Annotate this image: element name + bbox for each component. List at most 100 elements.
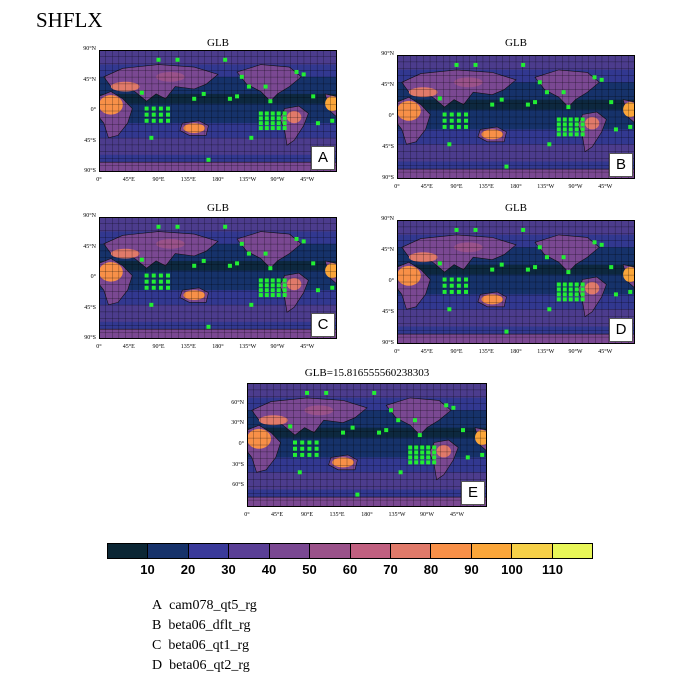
station-marker (580, 287, 585, 292)
station-marker (258, 283, 263, 288)
station-marker (330, 118, 335, 123)
station-marker (264, 116, 269, 121)
station-marker (175, 57, 180, 62)
station-marker (144, 106, 149, 111)
station-marker (408, 450, 413, 455)
station-marker (341, 430, 345, 435)
lon-tick-label: 90°W (568, 349, 583, 355)
station-marker (408, 455, 413, 460)
lon-tick-label: 135°W (239, 177, 257, 183)
legend-item-b: B beta06_dflt_rg (152, 618, 251, 633)
map-frame (397, 220, 635, 344)
warm-region (585, 282, 600, 295)
station-marker (276, 126, 281, 131)
warm-region (99, 95, 123, 115)
panel-letter: A (311, 146, 335, 170)
colorbar-segment (431, 544, 472, 558)
map-frame (397, 55, 635, 179)
station-marker (268, 99, 273, 104)
warm-region (183, 123, 205, 133)
warm-region (408, 87, 438, 98)
legend-item-a: A cam078_qt5_rg (152, 598, 257, 613)
lat-tick-label: 60°N (231, 399, 244, 406)
lat-tick-label: 30°N (231, 420, 244, 427)
station-marker (258, 126, 263, 131)
land-mass (429, 439, 459, 481)
station-marker (574, 122, 579, 127)
warm-region (110, 81, 140, 92)
lon-tick-label: 135°W (239, 344, 257, 350)
station-marker (562, 292, 567, 297)
station-marker (464, 277, 469, 282)
lat-tick-label: 45°N (83, 243, 96, 250)
station-marker (151, 273, 156, 278)
panel-letter: D (609, 318, 633, 342)
warm-region (325, 263, 337, 278)
station-marker (206, 324, 211, 329)
station-marker (504, 164, 509, 169)
map-frame (247, 383, 487, 507)
station-marker (562, 297, 567, 302)
figure-title: SHFLX (36, 8, 103, 32)
station-marker (264, 278, 269, 283)
station-marker (568, 287, 573, 292)
colorbar-segment (148, 544, 189, 558)
station-marker (276, 278, 281, 283)
station-marker (268, 266, 273, 271)
station-marker (175, 224, 180, 229)
lat-tick-label: 45°S (84, 304, 96, 311)
colorbar-segment (552, 544, 593, 558)
station-marker (444, 403, 449, 408)
station-marker (568, 127, 573, 132)
lon-tick-label: 180° (510, 184, 522, 190)
station-marker (449, 112, 454, 117)
station-marker (454, 227, 459, 232)
station-marker (350, 425, 355, 430)
station-marker (464, 283, 469, 288)
station-marker (263, 84, 268, 89)
station-marker (282, 116, 287, 121)
station-marker (437, 96, 442, 101)
station-marker (149, 302, 154, 307)
station-marker (447, 307, 452, 312)
station-marker (592, 75, 597, 80)
station-marker (562, 287, 567, 292)
colorbar-segment (512, 544, 553, 558)
warm-region (454, 242, 483, 253)
station-marker (442, 112, 447, 117)
warm-region (481, 129, 503, 140)
station-marker (223, 224, 228, 229)
station-marker (456, 124, 461, 129)
colorbar-label: 100 (501, 562, 523, 577)
station-marker (276, 283, 281, 288)
panel-letter: C (311, 313, 335, 337)
station-marker (556, 132, 561, 137)
station-marker (258, 293, 263, 298)
station-marker (451, 405, 456, 410)
lon-tick-label: 0° (394, 184, 400, 190)
station-marker (449, 277, 454, 282)
station-marker (562, 117, 567, 122)
lat-tick-label: 90°N (381, 216, 394, 222)
station-marker (456, 283, 461, 288)
lon-tick-label: 45°E (122, 177, 135, 183)
colorbar-segment (229, 544, 270, 558)
colorbar-segment (188, 544, 230, 558)
station-marker (264, 293, 269, 298)
station-marker (432, 460, 437, 465)
map-panel-c (99, 217, 337, 339)
panel-letter: E (461, 481, 485, 505)
station-marker (301, 72, 306, 77)
lat-tick-label: 60°S (232, 482, 244, 489)
station-marker (521, 62, 526, 67)
station-marker (297, 470, 302, 475)
station-marker (574, 282, 579, 287)
station-marker (454, 62, 459, 67)
station-marker (449, 118, 454, 123)
station-marker (264, 126, 269, 131)
warm-region (397, 100, 421, 121)
station-marker (464, 118, 469, 123)
lon-tick-label: 90°W (270, 344, 285, 350)
station-marker (282, 288, 287, 293)
station-marker (276, 293, 281, 298)
